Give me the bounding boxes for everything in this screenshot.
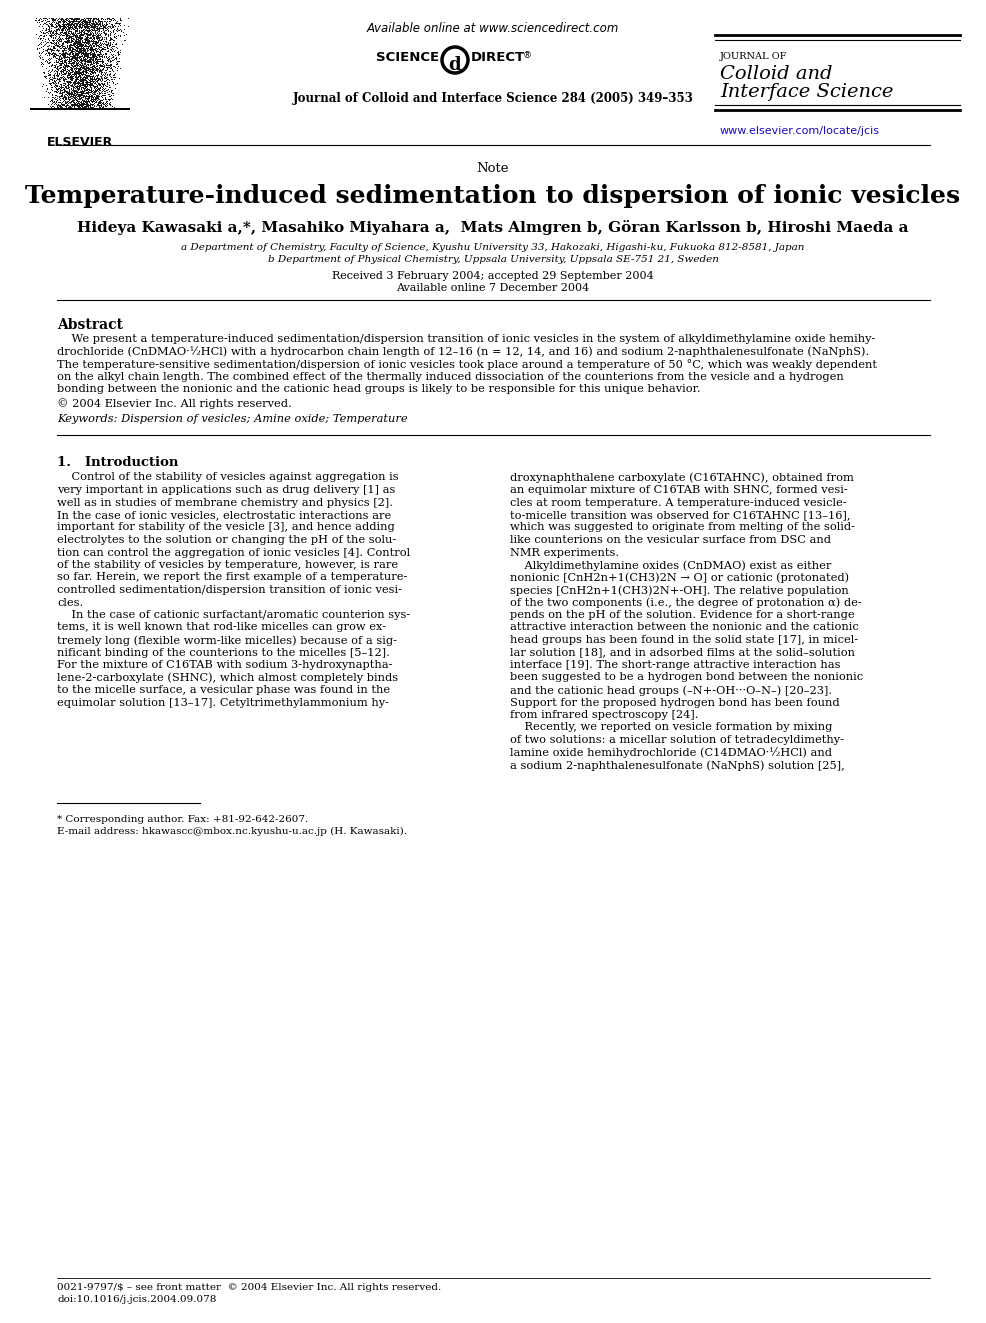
Text: Support for the proposed hydrogen bond has been found: Support for the proposed hydrogen bond h… [510,697,839,708]
Text: © 2004 Elsevier Inc. All rights reserved.: © 2004 Elsevier Inc. All rights reserved… [57,398,292,409]
Text: In the case of ionic vesicles, electrostatic interactions are: In the case of ionic vesicles, electrost… [57,509,390,520]
Text: JOURNAL OF: JOURNAL OF [719,52,787,61]
Text: tion can control the aggregation of ionic vesicles [4]. Control: tion can control the aggregation of ioni… [57,548,410,557]
Text: Control of the stability of vesicles against aggregation is: Control of the stability of vesicles aga… [57,472,398,483]
Text: species [CnH2n+1(CH3)2N+-OH]. The relative population: species [CnH2n+1(CH3)2N+-OH]. The relati… [510,585,848,595]
Text: pends on the pH of the solution. Evidence for a short-range: pends on the pH of the solution. Evidenc… [510,610,854,620]
Text: lene-2-carboxylate (SHNC), which almost completely binds: lene-2-carboxylate (SHNC), which almost … [57,672,397,683]
Text: www.elsevier.com/locate/jcis: www.elsevier.com/locate/jcis [719,126,880,136]
Text: NMR experiments.: NMR experiments. [510,548,618,557]
Text: electrolytes to the solution or changing the pH of the solu-: electrolytes to the solution or changing… [57,534,395,545]
Text: like counterions on the vesicular surface from DSC and: like counterions on the vesicular surfac… [510,534,830,545]
Text: well as in studies of membrane chemistry and physics [2].: well as in studies of membrane chemistry… [57,497,392,508]
Text: Journal of Colloid and Interface Science 284 (2005) 349–353: Journal of Colloid and Interface Science… [292,93,693,105]
Text: 1.   Introduction: 1. Introduction [57,456,178,470]
Text: bonding between the nonionic and the cationic head groups is likely to be respon: bonding between the nonionic and the cat… [57,384,700,394]
Text: to the micelle surface, a vesicular phase was found in the: to the micelle surface, a vesicular phas… [57,685,389,695]
Text: which was suggested to originate from melting of the solid-: which was suggested to originate from me… [510,523,854,532]
Text: Available online 7 December 2004: Available online 7 December 2004 [396,283,589,292]
Text: Colloid and: Colloid and [719,65,831,83]
Text: nonionic [CnH2n+1(CH3)2N → O] or cationic (protonated): nonionic [CnH2n+1(CH3)2N → O] or cationi… [510,573,848,583]
Text: b Department of Physical Chemistry, Uppsala University, Uppsala SE-751 21, Swede: b Department of Physical Chemistry, Upps… [267,255,718,265]
Text: Temperature-induced sedimentation to dispersion of ionic vesicles: Temperature-induced sedimentation to dis… [26,184,959,208]
Text: of the two components (i.e., the degree of protonation α) de-: of the two components (i.e., the degree … [510,598,861,609]
Text: * Corresponding author. Fax: +81-92-642-2607.: * Corresponding author. Fax: +81-92-642-… [57,815,308,823]
Text: equimolar solution [13–17]. Cetyltrimethylammonium hy-: equimolar solution [13–17]. Cetyltrimeth… [57,697,388,708]
Text: The temperature-sensitive sedimentation/dispersion of ionic vesicles took place : The temperature-sensitive sedimentation/… [57,359,877,370]
Text: droxynaphthalene carboxylate (C16TAHNC), obtained from: droxynaphthalene carboxylate (C16TAHNC),… [510,472,853,483]
Text: cles.: cles. [57,598,83,607]
Text: For the mixture of C16TAB with sodium 3-hydroxynaptha-: For the mixture of C16TAB with sodium 3-… [57,660,392,669]
Text: Keywords: Dispersion of vesicles; Amine oxide; Temperature: Keywords: Dispersion of vesicles; Amine … [57,414,407,425]
Text: d: d [449,56,460,74]
Text: Recently, we reported on vesicle formation by mixing: Recently, we reported on vesicle formati… [510,722,831,733]
Text: Note: Note [476,161,509,175]
Text: from infrared spectroscopy [24].: from infrared spectroscopy [24]. [510,710,698,720]
Text: Hideya Kawasaki a,*, Masahiko Miyahara a,  Mats Almgren b, Göran Karlsson b, Hir: Hideya Kawasaki a,*, Masahiko Miyahara a… [77,220,908,235]
Text: a sodium 2-naphthalenesulfonate (NaNphS) solution [25],: a sodium 2-naphthalenesulfonate (NaNphS)… [510,759,844,770]
Text: an equimolar mixture of C16TAB with SHNC, formed vesi-: an equimolar mixture of C16TAB with SHNC… [510,486,847,495]
Text: of the stability of vesicles by temperature, however, is rare: of the stability of vesicles by temperat… [57,560,397,570]
Text: cles at room temperature. A temperature-induced vesicle-: cles at room temperature. A temperature-… [510,497,846,508]
Text: to-micelle transition was observed for C16TAHNC [13–16],: to-micelle transition was observed for C… [510,509,850,520]
Text: been suggested to be a hydrogen bond between the nonionic: been suggested to be a hydrogen bond bet… [510,672,862,683]
Text: 0021-9797/$ – see front matter  © 2004 Elsevier Inc. All rights reserved.: 0021-9797/$ – see front matter © 2004 El… [57,1283,441,1293]
Text: In the case of cationic surfactant/aromatic counterion sys-: In the case of cationic surfactant/aroma… [57,610,410,620]
Text: E-mail address: hkawascc@mbox.nc.kyushu-u.ac.jp (H. Kawasaki).: E-mail address: hkawascc@mbox.nc.kyushu-… [57,827,406,836]
Text: attractive interaction between the nonionic and the cationic: attractive interaction between the nonio… [510,623,858,632]
Text: doi:10.1016/j.jcis.2004.09.078: doi:10.1016/j.jcis.2004.09.078 [57,1295,216,1304]
Text: lar solution [18], and in adsorbed films at the solid–solution: lar solution [18], and in adsorbed films… [510,647,854,658]
Text: tremely long (flexible worm-like micelles) because of a sig-: tremely long (flexible worm-like micelle… [57,635,396,646]
Text: very important in applications such as drug delivery [1] as: very important in applications such as d… [57,486,395,495]
Text: Alkyldimethylamine oxides (CnDMAO) exist as either: Alkyldimethylamine oxides (CnDMAO) exist… [510,560,830,570]
Text: nificant binding of the counterions to the micelles [5–12].: nificant binding of the counterions to t… [57,647,389,658]
Text: Received 3 February 2004; accepted 29 September 2004: Received 3 February 2004; accepted 29 Se… [331,271,653,280]
Text: We present a temperature-induced sedimentation/dispersion transition of ionic ve: We present a temperature-induced sedimen… [57,333,875,344]
Text: Available online at www.sciencedirect.com: Available online at www.sciencedirect.co… [367,22,618,34]
Text: lamine oxide hemihydrochloride (C14DMAO·½HCl) and: lamine oxide hemihydrochloride (C14DMAO·… [510,747,831,758]
Text: interface [19]. The short-range attractive interaction has: interface [19]. The short-range attracti… [510,660,840,669]
Text: Abstract: Abstract [57,318,123,332]
Text: and the cationic head groups (–N+-OH···O–N–) [20–23].: and the cationic head groups (–N+-OH···O… [510,685,831,696]
Text: a Department of Chemistry, Faculty of Science, Kyushu University 33, Hakozaki, H: a Department of Chemistry, Faculty of Sc… [181,243,804,251]
Text: tems, it is well known that rod-like micelles can grow ex-: tems, it is well known that rod-like mic… [57,623,386,632]
Text: important for stability of the vesicle [3], and hence adding: important for stability of the vesicle [… [57,523,394,532]
Text: ®: ® [523,52,531,60]
Text: head groups has been found in the solid state [17], in micel-: head groups has been found in the solid … [510,635,857,646]
Text: ELSEVIER: ELSEVIER [46,136,113,149]
Text: controlled sedimentation/dispersion transition of ionic vesi-: controlled sedimentation/dispersion tran… [57,585,401,595]
Text: drochloride (CnDMAO·½HCl) with a hydrocarbon chain length of 12–16 (n = 12, 14, : drochloride (CnDMAO·½HCl) with a hydroca… [57,347,869,357]
Text: SCIENCE: SCIENCE [376,52,439,64]
Text: Interface Science: Interface Science [719,83,892,101]
Text: on the alkyl chain length. The combined effect of the thermally induced dissocia: on the alkyl chain length. The combined … [57,372,843,381]
Text: so far. Herein, we report the first example of a temperature-: so far. Herein, we report the first exam… [57,573,407,582]
Text: DIRECT: DIRECT [470,52,525,64]
Text: of two solutions: a micellar solution of tetradecyldimethy-: of two solutions: a micellar solution of… [510,736,843,745]
